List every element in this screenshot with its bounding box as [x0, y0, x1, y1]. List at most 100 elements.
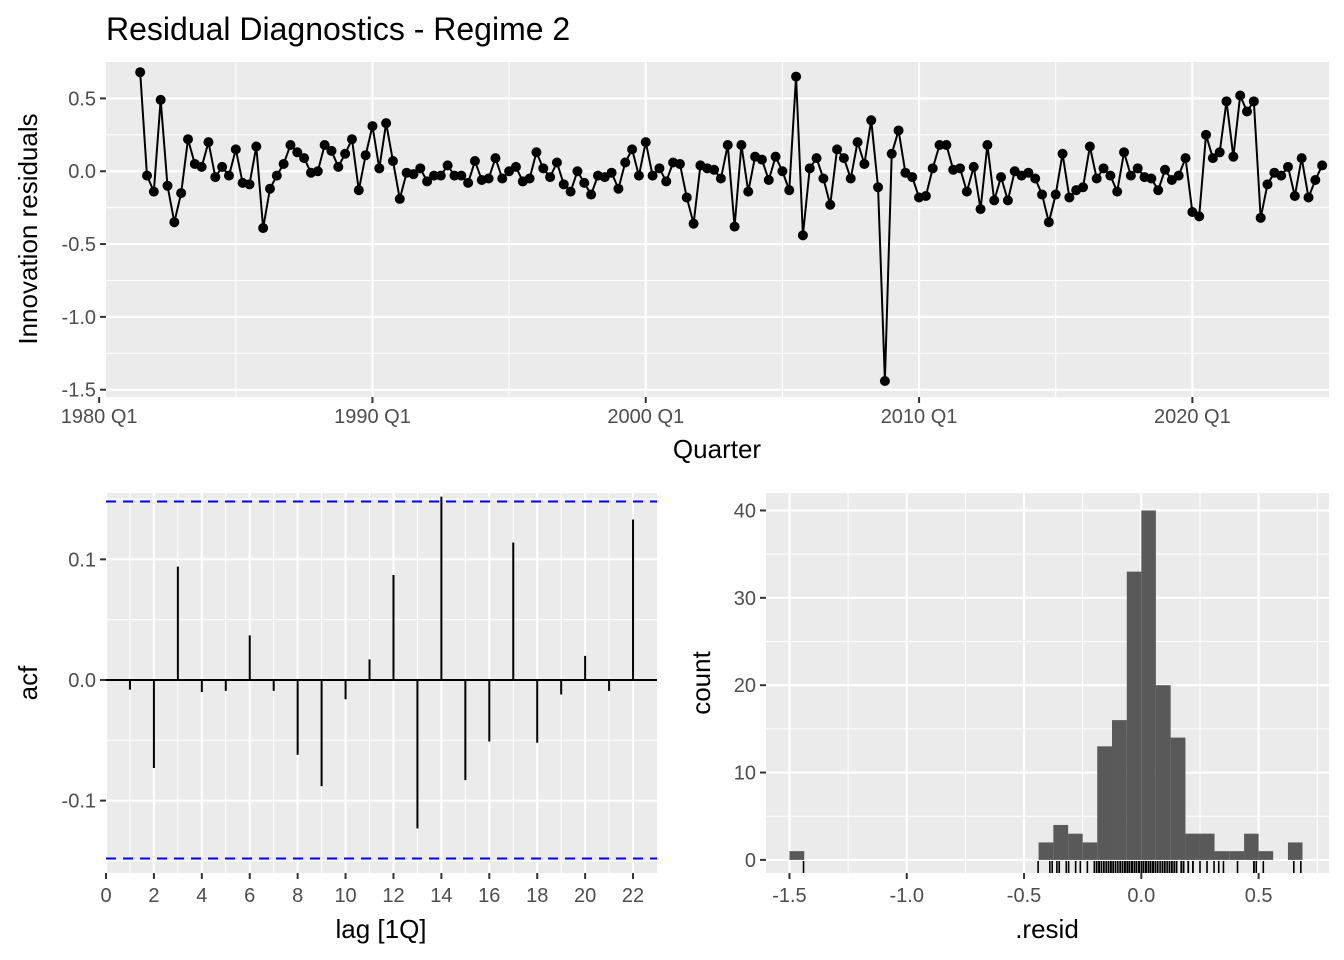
histogram-tick-label-y: 40 [734, 500, 756, 522]
residual-point [162, 180, 173, 191]
histogram-tick-label-x: 0.5 [1245, 885, 1273, 907]
residual-point [449, 170, 460, 181]
residual-point [299, 153, 310, 164]
residual-point [1194, 211, 1205, 222]
residual-point [1132, 163, 1143, 174]
residual-point [203, 137, 214, 148]
residual-point [374, 163, 385, 174]
residual-point [647, 170, 658, 181]
histogram-tick-label-y: 20 [734, 675, 756, 697]
residual-point [893, 125, 904, 136]
residual-point [340, 148, 351, 159]
acf-tick-label-x: 2 [148, 885, 159, 907]
acf-xlabel: lag [1Q] [335, 914, 426, 944]
residual-point [524, 173, 535, 184]
residual-point [1303, 192, 1314, 203]
residual-point [1317, 160, 1328, 171]
residual-point [1043, 217, 1054, 228]
histogram-bar [1258, 851, 1274, 860]
histogram-bar [1082, 842, 1098, 860]
timeseries-grid [98, 62, 1329, 397]
residual-point [1173, 170, 1184, 181]
timeseries-tick-label-x: 2020 Q1 [1154, 406, 1231, 428]
residual-point [381, 118, 392, 129]
residual-point [1146, 173, 1157, 184]
residual-point [551, 157, 562, 168]
residual-point [633, 170, 644, 181]
acf-panel: 0 2 4 6 8 10 12 14 16 18 20 22 0.1 0.0 -0.1 lag [1Q] a… [13, 493, 657, 944]
residual-point [148, 186, 159, 197]
residual-point [797, 230, 808, 241]
residual-point [941, 140, 952, 151]
residual-point [1160, 164, 1171, 175]
timeseries-xlabel: Quarter [673, 434, 761, 464]
timeseries-tick-label-y: 0.0 [68, 161, 96, 183]
histogram-bar [1214, 851, 1230, 860]
residual-point [1276, 170, 1287, 181]
residual-point [456, 170, 467, 181]
residual-point [442, 160, 453, 171]
residual-point [538, 163, 549, 174]
residual-point [1105, 170, 1116, 181]
residual-point [620, 157, 631, 168]
timeseries-tick-label-y: -1.0 [62, 307, 96, 329]
residual-point [1030, 173, 1041, 184]
residual-point [661, 176, 672, 187]
residual-point [859, 158, 870, 169]
acf-spikes [106, 496, 657, 860]
histogram-bar [1199, 833, 1215, 860]
residual-point [791, 71, 802, 82]
residual-point [873, 182, 884, 193]
residual-point [223, 170, 234, 181]
residual-point [654, 163, 665, 174]
residual-point [845, 173, 856, 184]
acf-tick-label-y: -0.1 [62, 791, 96, 813]
residual-point [176, 188, 187, 199]
residual-point [572, 166, 583, 177]
residual-point [1098, 163, 1109, 174]
residual-point [586, 189, 597, 200]
residual-point [422, 176, 433, 187]
residual-point [688, 218, 699, 229]
residual-point [804, 163, 815, 174]
residual-point [722, 140, 733, 151]
residual-point [613, 183, 624, 194]
histogram-bar [1155, 685, 1171, 860]
residual-point [1228, 151, 1239, 162]
histogram-tick-label-x: -1.5 [772, 885, 806, 907]
residual-point [866, 115, 877, 126]
acf-tick-label-x: 8 [292, 885, 303, 907]
residual-point [606, 167, 617, 178]
timeseries-tick-label-y: -0.5 [62, 234, 96, 256]
acf-ylabel: acf [13, 665, 43, 700]
residual-point [1050, 189, 1061, 200]
residual-point [469, 156, 480, 167]
residual-point [244, 179, 255, 190]
residual-point [292, 147, 303, 158]
residual-point [955, 163, 966, 174]
residual-point [497, 173, 508, 184]
residual-point [811, 153, 822, 164]
residual-point [1262, 179, 1273, 190]
histogram-tick-label-y: 30 [734, 588, 756, 610]
timeseries-tick-label-x: 1990 Q1 [334, 406, 411, 428]
histogram-bar [789, 851, 805, 860]
residual-point [989, 195, 1000, 206]
residual-point [674, 158, 685, 169]
histogram-bar [1141, 510, 1156, 860]
residual-point [1057, 148, 1068, 159]
residual-point [736, 140, 747, 151]
residual-point [135, 67, 146, 78]
residual-point [1248, 96, 1259, 107]
residual-point [483, 173, 494, 184]
residual-point [182, 134, 193, 145]
histogram-bar [1185, 833, 1200, 860]
residual-point [531, 147, 542, 158]
residual-point [681, 192, 692, 203]
residual-point [1310, 174, 1321, 185]
histogram-bar [1053, 824, 1069, 860]
acf-tick-label-y: 0.1 [68, 549, 96, 571]
residual-point [463, 177, 474, 188]
residual-point [968, 161, 979, 172]
